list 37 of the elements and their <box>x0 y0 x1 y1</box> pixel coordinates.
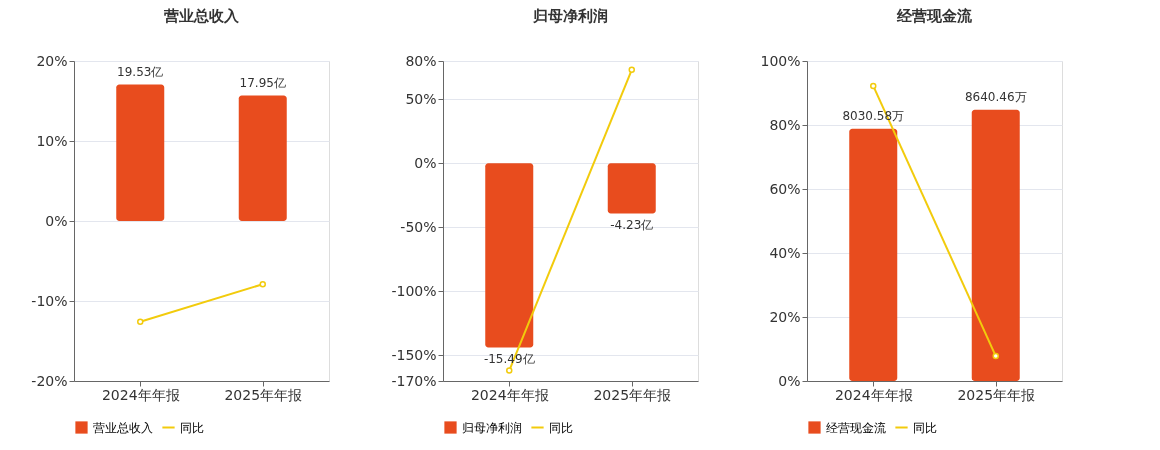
data-label: 17.95亿 <box>239 75 286 90</box>
y-tick-label: 0% <box>414 154 437 171</box>
y-tick-label: 10% <box>36 132 68 149</box>
chart-title: 经营现金流 <box>896 7 973 25</box>
x-tick-label: 2025年年报 <box>224 386 303 403</box>
x-tick-label: 2025年年报 <box>957 386 1036 403</box>
x-tick-label: 2025年年报 <box>593 386 672 403</box>
y-tick-label: 50% <box>405 90 437 107</box>
y-tick-label: -150% <box>391 346 437 363</box>
x-tick-label: 2024年年报 <box>470 386 549 403</box>
y-tick-label: 0% <box>45 212 68 229</box>
legend-label: 归母净利润 <box>462 420 522 435</box>
data-label: -4.23亿 <box>610 217 654 232</box>
data-label: 19.53亿 <box>117 64 164 79</box>
legend-label: 同比 <box>549 420 573 435</box>
x-tick-label: 2024年年报 <box>834 386 913 403</box>
y-tick-label: -100% <box>391 282 437 299</box>
x-tick-label: 2024年年报 <box>101 386 180 403</box>
y-tick-label: -10% <box>31 292 68 309</box>
legend-label: 营业总收入 <box>93 420 153 435</box>
y-tick-label: 60% <box>769 180 801 197</box>
y-tick-label: -170% <box>391 372 437 389</box>
y-tick-label: 80% <box>405 52 437 69</box>
legend-label: 同比 <box>180 420 204 435</box>
y-tick-label: 20% <box>769 308 801 325</box>
y-tick-label: 40% <box>769 244 801 261</box>
y-tick-label: 20% <box>36 52 68 69</box>
legend-label: 同比 <box>913 420 937 435</box>
y-tick-label: -20% <box>31 372 68 389</box>
y-tick-label: 0% <box>778 372 801 389</box>
chart-title: 营业总收入 <box>163 7 240 25</box>
chart-title: 归母净利润 <box>532 7 608 25</box>
data-label: 8640.46万 <box>964 89 1027 104</box>
legend-label: 经营现金流 <box>826 420 886 435</box>
y-tick-label: 100% <box>760 52 801 69</box>
y-tick-label: 80% <box>769 116 801 133</box>
y-tick-label: -50% <box>400 218 437 235</box>
